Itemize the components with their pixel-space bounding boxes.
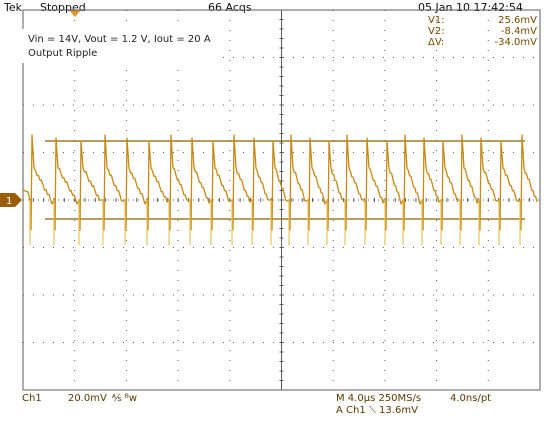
cursor-v1-label: V1: — [428, 15, 445, 26]
channel-label: Ch1 — [22, 393, 42, 404]
date-time: 05 Jan 10 17:42:54 — [418, 1, 523, 14]
trigger-position-icon — [69, 10, 81, 17]
trigger-readout: A Ch1 ⟍ 13.6mV — [336, 405, 418, 416]
bottom-status-bar: Ch1 20.0mV ⅍ ᴮw M 4.0µs 250MS/s 4.0ns/pt… — [0, 392, 544, 428]
acquisition-count: 66 Acqs — [208, 1, 252, 14]
channel-1-marker-label: 1 — [6, 196, 12, 207]
cursor-v2-row: V2: -8.4mV — [418, 26, 539, 37]
cursor-dv-label: ΔV: — [428, 37, 445, 48]
annotation-line-conditions: Vin = 14V, Vout = 1.2 V, Iout = 20 A — [28, 34, 211, 45]
cursor-readout: V1: 25.6mV V2: -8.4mV ΔV: -34.0mV — [418, 15, 539, 49]
waveform-trace — [22, 134, 538, 245]
graticule — [22, 9, 541, 391]
brand-label: Tek — [4, 1, 22, 14]
cursor-v1-row: V1: 25.6mV — [418, 15, 539, 26]
annotation-box: Vin = 14V, Vout = 1.2 V, Iout = 20 A Out… — [22, 29, 217, 63]
annotation-line-title: Output Ripple — [28, 48, 98, 59]
cursor-dv-row: ΔV: -34.0mV — [418, 37, 539, 48]
coupling-symbols: ⅍ ᴮw — [112, 393, 138, 404]
channel-1-marker[interactable]: 1 — [0, 193, 23, 207]
volts-per-div: 20.0mV — [68, 393, 107, 404]
ripple-spike-tails — [29, 200, 521, 245]
timebase-readout: M 4.0µs 250MS/s — [336, 393, 422, 404]
cursor-v2-value: -8.4mV — [500, 26, 537, 37]
cursor-v2-label: V2: — [428, 26, 445, 37]
ripple-waveform — [22, 134, 538, 231]
record-resolution: 4.0ns/pt — [450, 393, 492, 404]
cursor-v1-value: 25.6mV — [498, 15, 537, 26]
cursor-dv-value: -34.0mV — [494, 37, 537, 48]
